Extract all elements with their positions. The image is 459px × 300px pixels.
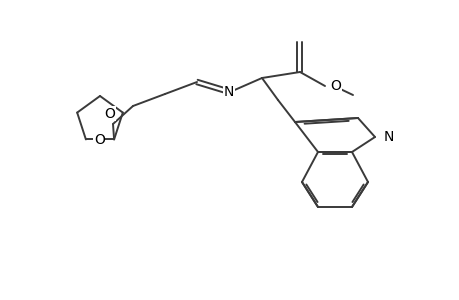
Text: O: O xyxy=(329,79,340,93)
Text: N: N xyxy=(224,85,234,99)
Text: O: O xyxy=(94,134,105,147)
Text: N: N xyxy=(383,130,393,144)
Text: O: O xyxy=(104,106,115,121)
